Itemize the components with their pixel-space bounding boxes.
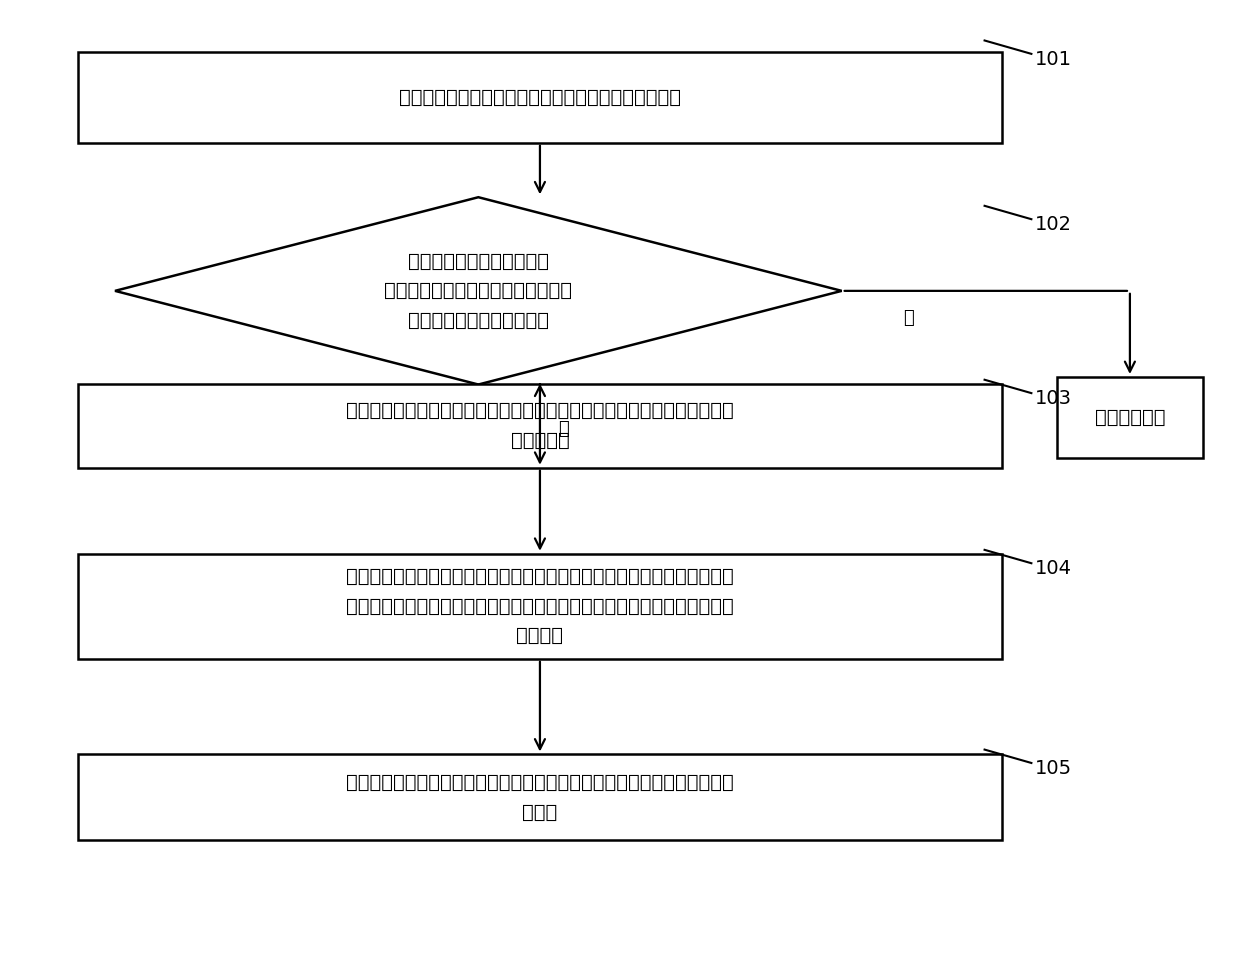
Bar xyxy=(78,384,1002,468)
Bar xyxy=(78,553,1002,658)
Polygon shape xyxy=(115,198,842,385)
Text: 103: 103 xyxy=(1035,389,1073,409)
Bar xyxy=(78,52,1002,143)
Text: 当接收到后端处理装置反馈的技术映射导向信息时，前端逻辑综合装置根据
技术映射导向信息对用户设计中的逻辑资源执行局部映射操作得到新的技术
映射结果: 当接收到后端处理装置反馈的技术映射导向信息时，前端逻辑综合装置根据 技术映射导向… xyxy=(346,567,734,645)
Bar xyxy=(1058,377,1203,458)
Bar xyxy=(78,755,1002,841)
Text: 后端处理装置判断读取到的
综合后网表中的技术映射结果与预先
确定出的后端需求是否匹配: 后端处理装置判断读取到的 综合后网表中的技术映射结果与预先 确定出的后端需求是否… xyxy=(384,252,573,330)
Text: 101: 101 xyxy=(1035,50,1073,69)
Text: 否: 否 xyxy=(558,420,569,439)
Text: 104: 104 xyxy=(1035,559,1073,578)
Text: 前端逻辑综合装置将新的技术映射结果更新至综合后网表中以生成新的综合
后网表: 前端逻辑综合装置将新的技术映射结果更新至综合后网表中以生成新的综合 后网表 xyxy=(346,773,734,821)
Text: 后端处理装置读取前端逻辑综合装置生成的综合后网表: 后端处理装置读取前端逻辑综合装置生成的综合后网表 xyxy=(399,88,681,107)
Text: 102: 102 xyxy=(1035,215,1073,234)
Text: 结束本次流程: 结束本次流程 xyxy=(1095,408,1166,427)
Text: 是: 是 xyxy=(903,308,914,327)
Text: 后端处理装置生成技术映射导向信息，并将技术映射导向信息反馈至前端逻
辑综合装置: 后端处理装置生成技术映射导向信息，并将技术映射导向信息反馈至前端逻 辑综合装置 xyxy=(346,401,734,450)
Text: 105: 105 xyxy=(1035,759,1073,778)
